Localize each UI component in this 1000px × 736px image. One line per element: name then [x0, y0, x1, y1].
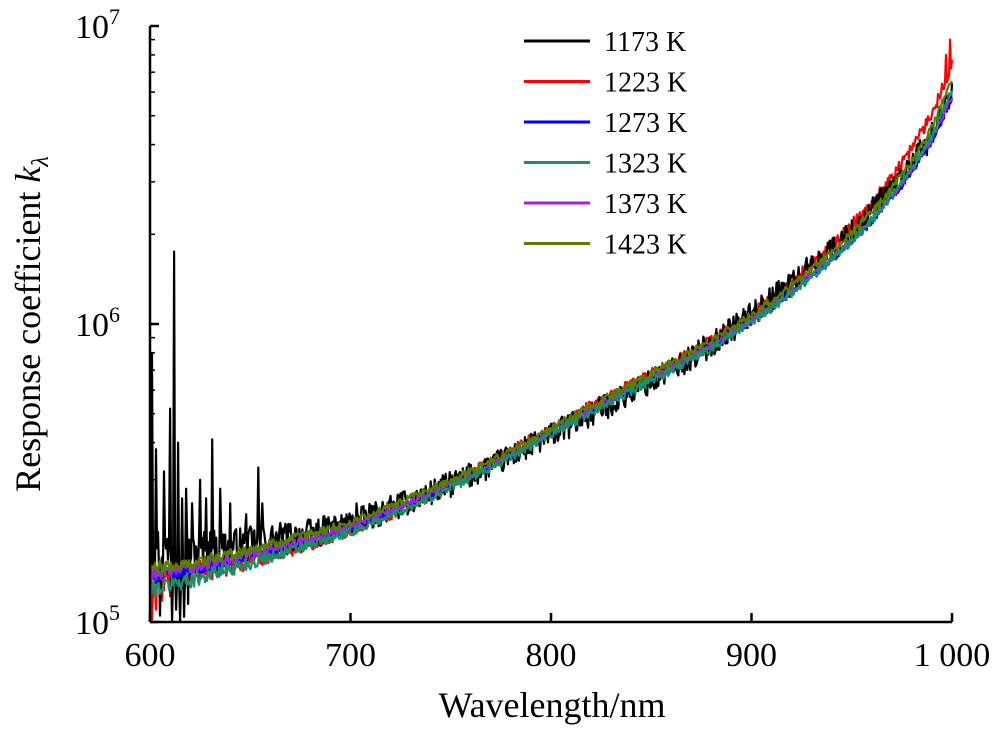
y-axis-label-subscript: λ [28, 156, 54, 167]
legend-label: 1323 K [604, 149, 687, 180]
x-tick-label: 600 [125, 637, 176, 674]
y-axis-label-symbol: k [8, 166, 48, 183]
x-tick-label: 800 [526, 637, 577, 674]
axes: 600 700 800 900 1 000 105 106 107 [75, 4, 990, 674]
x-tick-label: 900 [726, 637, 777, 674]
y-axis-label: Response coefficient kλ [8, 156, 54, 492]
series-line-1423-K [150, 80, 953, 577]
series-line-1273-K [150, 97, 954, 585]
y-tick-label: 105 [75, 600, 120, 642]
y-tick-label: 106 [75, 302, 120, 344]
y-axis-label-main: Response coefficient [8, 183, 48, 492]
x-axis-label: Wavelength/nm [438, 685, 665, 725]
legend-label: 1223 K [604, 68, 687, 99]
x-tick-label: 1 000 [914, 637, 991, 674]
series-layer [150, 38, 954, 622]
series-line-1173-K [150, 83, 954, 622]
series-line-1323-K [150, 90, 954, 599]
legend: 1173 K 1223 K 1273 K 1323 K 1373 K 1423 K [524, 27, 687, 261]
legend-item: 1273 K [524, 108, 687, 139]
y-tick-label: 107 [75, 4, 120, 46]
legend-item: 1323 K [524, 149, 687, 180]
legend-label: 1423 K [604, 230, 687, 261]
series-line-1373-K [150, 97, 954, 581]
legend-item: 1173 K [524, 27, 686, 58]
legend-item: 1423 K [524, 230, 687, 261]
x-tick-label: 700 [325, 637, 376, 674]
legend-label: 1273 K [604, 108, 687, 139]
legend-label: 1373 K [604, 189, 687, 220]
legend-item: 1373 K [524, 189, 687, 220]
legend-item: 1223 K [524, 68, 687, 99]
legend-label: 1173 K [604, 27, 686, 58]
